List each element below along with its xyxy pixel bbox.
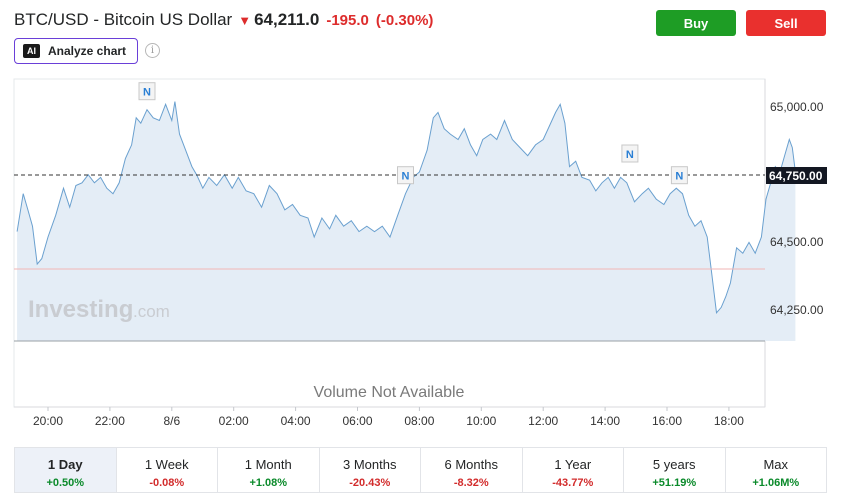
- price-area-fill: [17, 101, 796, 341]
- period-label: Max: [763, 457, 789, 472]
- time-tick: 06:00: [342, 414, 372, 428]
- period-label: 5 years: [652, 457, 696, 472]
- period-selector: 1 Day +0.50% 1 Week -0.08% 1 Month +1.08% 3 Mo…: [14, 447, 827, 493]
- period-tab-1-year[interactable]: 1 Year -43.77%: [523, 448, 624, 492]
- period-label: 6 Months: [444, 457, 498, 472]
- news-marker[interactable]: N: [397, 166, 414, 185]
- time-tick: 8/6: [163, 414, 180, 428]
- price-change-percent: (-0.30%): [375, 11, 434, 29]
- price-chart[interactable]: Investing .com N N N N 65,000.00 64,750.00 …: [0, 0, 843, 445]
- time-tick: 18:00: [714, 414, 744, 428]
- news-marker-box: [621, 144, 639, 163]
- period-change: -20.43%: [349, 477, 391, 489]
- news-marker-label: N: [626, 149, 634, 161]
- time-tick: 04:00: [281, 414, 311, 428]
- instrument-header: BTC/USD - Bitcoin US Dollar ▼ 64,211.0 -…: [14, 8, 433, 32]
- news-marker[interactable]: N: [621, 144, 639, 163]
- news-marker-label: N: [143, 87, 151, 99]
- period-label: 1 Week: [144, 457, 189, 472]
- ai-icon: AI: [23, 44, 40, 58]
- volume-not-available: Volume Not Available: [314, 384, 465, 401]
- watermark: Investing .com: [28, 296, 170, 323]
- period-change: -0.08%: [149, 477, 185, 489]
- price-tick: 65,000.00: [770, 100, 824, 114]
- time-tick: 08:00: [404, 414, 434, 428]
- price-area: [16, 101, 796, 341]
- time-axis: 20:00 22:00 8/6 02:00 04:00 06:00 08:00 10:00 12…: [33, 407, 744, 428]
- last-price: 64,211.0: [254, 10, 320, 29]
- time-tick: 20:00: [33, 414, 63, 428]
- time-tick: 16:00: [652, 414, 682, 428]
- price-line: [16, 101, 796, 314]
- price-change: -195.0: [326, 11, 369, 29]
- news-marker[interactable]: N: [670, 166, 688, 185]
- news-marker-label: N: [675, 171, 683, 183]
- news-marker-label: N: [402, 171, 410, 183]
- buy-button[interactable]: Buy: [656, 10, 736, 36]
- time-tick: 22:00: [95, 414, 125, 428]
- last-price-tag-label: 64,750.00: [769, 169, 823, 183]
- time-tick: 12:00: [528, 414, 558, 428]
- time-tick: 14:00: [590, 414, 620, 428]
- time-tick: 02:00: [219, 414, 249, 428]
- period-label: 1 Year: [554, 457, 592, 472]
- news-marker-box: [670, 166, 688, 185]
- period-tab-6-months[interactable]: 6 Months -8.32%: [421, 448, 523, 492]
- period-label: 1 Month: [244, 457, 292, 472]
- down-arrow-icon: ▼: [238, 12, 252, 28]
- news-markers[interactable]: N N N N: [138, 82, 688, 185]
- period-tab-1-week[interactable]: 1 Week -0.08%: [117, 448, 218, 492]
- period-tab-max[interactable]: Max +1.06M%: [726, 448, 827, 492]
- news-marker[interactable]: N: [138, 82, 156, 101]
- price-axis: 65,000.00 64,750.00 64,500.00 64,250.00: [766, 100, 827, 317]
- last-price-tag: [766, 167, 827, 184]
- instrument-title: BTC/USD - Bitcoin US Dollar: [14, 10, 233, 29]
- news-marker-box: [138, 82, 156, 101]
- period-change: +51.19%: [652, 477, 697, 489]
- watermark-text: Investing: [28, 296, 133, 323]
- watermark-suffix: .com: [133, 302, 170, 321]
- period-change: +1.06M%: [752, 477, 800, 489]
- info-icon[interactable]: i: [145, 43, 160, 58]
- analyze-chart-button[interactable]: AI Analyze chart: [14, 38, 138, 64]
- period-tab-1-month[interactable]: 1 Month +1.08%: [218, 448, 320, 492]
- period-tab-5-years[interactable]: 5 years +51.19%: [624, 448, 726, 492]
- period-label: 3 Months: [343, 457, 397, 472]
- time-tick: 10:00: [466, 414, 496, 428]
- period-tab-1-day[interactable]: 1 Day +0.50%: [15, 448, 117, 492]
- period-change: -43.77%: [552, 477, 594, 489]
- period-change: -8.32%: [453, 477, 489, 489]
- analyze-chart-label: Analyze chart: [48, 44, 127, 58]
- news-marker-box: [397, 166, 414, 185]
- period-change: +1.08%: [249, 477, 288, 489]
- period-tab-3-months[interactable]: 3 Months -20.43%: [320, 448, 421, 492]
- sell-button[interactable]: Sell: [746, 10, 826, 36]
- price-tick: 64,250.00: [770, 303, 824, 317]
- period-change: +0.50%: [46, 477, 85, 489]
- price-tick: 64,500.00: [770, 235, 824, 249]
- period-label: 1 Day: [47, 457, 83, 472]
